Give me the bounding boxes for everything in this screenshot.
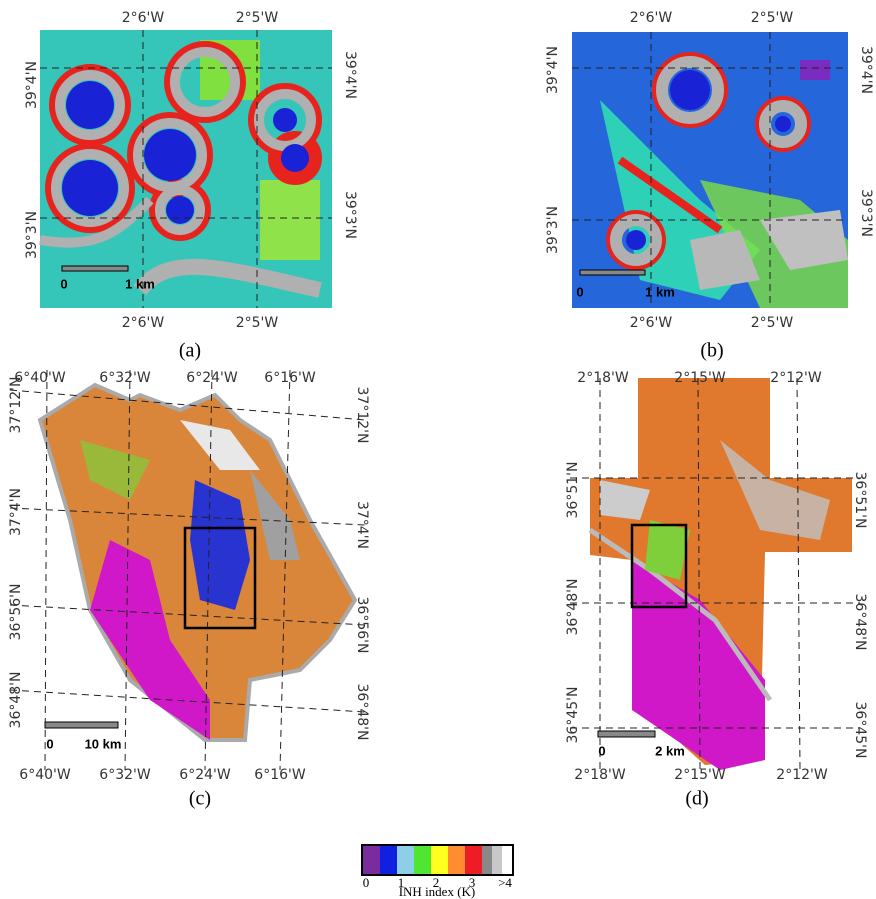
latitude-label: 37°4'N [354, 501, 370, 549]
legend-tick-label: 2 [433, 875, 440, 890]
longitude-label: 6°40'W [19, 767, 71, 783]
panel-caption: (c) [189, 788, 211, 810]
longitude-label: 2°12'W [776, 767, 828, 783]
latitude-label: 39°3'N [545, 206, 561, 254]
legend-tick-label: 0 [363, 875, 370, 890]
latitude-label: 39°3'N [858, 189, 874, 237]
longitude-label: 2°5'W [751, 10, 794, 26]
latitude-label: 36°48'N [354, 684, 370, 741]
legend-tick-label: 1 [398, 875, 405, 890]
longitude-label: 2°6'W [630, 10, 673, 26]
longitude-label: 2°15'W [674, 370, 726, 386]
longitude-label: 6°16'W [264, 370, 316, 386]
latitude-label: 39°3'N [24, 211, 40, 259]
map-b [572, 32, 848, 308]
longitude-label: 6°24'W [179, 767, 231, 783]
longitude-label: 2°6'W [630, 315, 673, 331]
longitude-label: 2°18'W [577, 370, 629, 386]
longitude-label: 6°24'W [186, 370, 238, 386]
scale-label: 0 [598, 743, 605, 758]
longitude-label: 6°40'W [14, 370, 66, 386]
latitude-label: 39°4'N [545, 46, 561, 94]
longitude-label: 2°5'W [236, 315, 279, 331]
legend-tick-label: 3 [469, 875, 476, 890]
longitude-label: 6°32'W [99, 767, 151, 783]
longitude-label: 6°32'W [99, 370, 151, 386]
latitude-label: 37°4'N [8, 488, 24, 536]
legend-title: INH index (K) [399, 884, 476, 899]
longitude-label: 2°6'W [122, 315, 165, 331]
map-c [9, 369, 366, 771]
longitude-label: 2°15'W [674, 767, 726, 783]
latitude-label: 36°56'N [8, 584, 24, 641]
scale-label: 2 km [655, 743, 685, 758]
latitude-label: 36°56'N [354, 597, 370, 654]
latitude-label: 36°45'N [565, 687, 581, 744]
scale-label: 0 [46, 736, 53, 751]
latitude-label: 36°48'N [852, 594, 868, 651]
panel-caption: (d) [685, 788, 708, 810]
panel-caption: (a) [179, 340, 201, 362]
longitude-label: 2°5'W [236, 10, 279, 26]
scale-label: 10 km [85, 736, 122, 751]
latitude-label: 37°12'N [354, 387, 370, 444]
latitude-label: 39°4'N [342, 51, 358, 99]
latitude-label: 39°4'N [24, 61, 40, 109]
map-a [39, 30, 332, 308]
latitude-label: 36°51'N [852, 472, 868, 529]
panel-caption: (b) [700, 340, 723, 362]
scale-label: 1 km [125, 276, 155, 291]
latitude-label: 36°51'N [565, 462, 581, 519]
map-d [570, 377, 860, 771]
legend [361, 844, 514, 876]
scale-label: 0 [576, 284, 583, 299]
longitude-label: 2°6'W [122, 10, 165, 26]
latitude-label: 36°48'N [565, 579, 581, 636]
longitude-label: 6°16'W [254, 767, 306, 783]
scale-label: 0 [60, 276, 67, 291]
latitude-label: 36°48'N [8, 672, 24, 729]
scale-label: 1 km [645, 284, 675, 299]
longitude-label: 2°12'W [770, 370, 822, 386]
legend-tick-label: >4 [498, 875, 512, 890]
longitude-label: 2°5'W [751, 315, 794, 331]
latitude-label: 37°12'N [8, 377, 24, 434]
latitude-label: 39°4'N [858, 46, 874, 94]
longitude-label: 2°18'W [574, 767, 626, 783]
latitude-label: 39°3'N [342, 191, 358, 239]
latitude-label: 36°45'N [852, 702, 868, 759]
